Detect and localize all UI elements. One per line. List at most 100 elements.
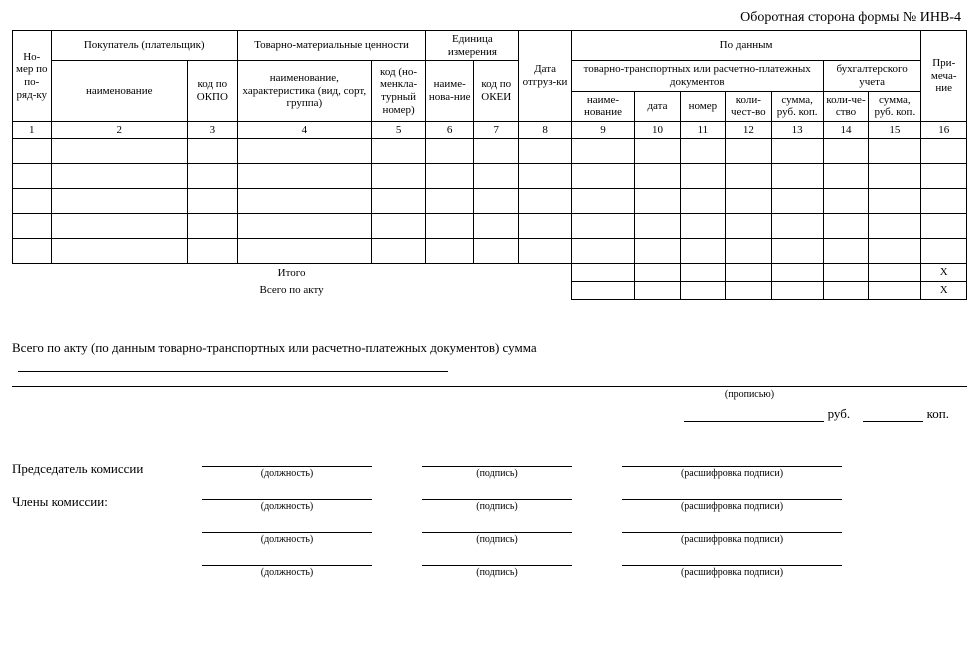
data-cell[interactable]: [187, 164, 237, 189]
data-cell[interactable]: [680, 139, 725, 164]
data-cell[interactable]: [237, 139, 371, 164]
data-cell[interactable]: [635, 189, 680, 214]
data-cell[interactable]: [726, 214, 771, 239]
data-cell[interactable]: [771, 164, 823, 189]
sig-line[interactable]: [622, 516, 842, 533]
data-cell[interactable]: [51, 139, 187, 164]
data-cell[interactable]: [371, 189, 426, 214]
data-cell[interactable]: [571, 139, 635, 164]
itogo-cell[interactable]: [771, 264, 823, 282]
data-cell[interactable]: [869, 164, 921, 189]
itogo-cell[interactable]: [823, 264, 868, 282]
sig-line[interactable]: [422, 516, 572, 533]
data-cell[interactable]: [726, 164, 771, 189]
data-cell[interactable]: [823, 214, 868, 239]
data-cell[interactable]: [726, 239, 771, 264]
data-cell[interactable]: [474, 164, 519, 189]
sig-line[interactable]: [622, 549, 842, 566]
rub-underline[interactable]: [684, 407, 824, 422]
data-cell[interactable]: [869, 189, 921, 214]
data-cell[interactable]: [426, 189, 474, 214]
sig-line[interactable]: [202, 483, 372, 500]
data-cell[interactable]: [187, 214, 237, 239]
data-cell[interactable]: [921, 139, 967, 164]
data-cell[interactable]: [474, 189, 519, 214]
data-cell[interactable]: [519, 239, 571, 264]
data-cell[interactable]: [680, 189, 725, 214]
data-cell[interactable]: [680, 164, 725, 189]
data-cell[interactable]: [426, 214, 474, 239]
data-cell[interactable]: [771, 239, 823, 264]
data-cell[interactable]: [680, 214, 725, 239]
data-cell[interactable]: [921, 164, 967, 189]
sig-line[interactable]: [202, 516, 372, 533]
data-cell[interactable]: [921, 189, 967, 214]
vsego-cell[interactable]: [680, 282, 725, 300]
data-cell[interactable]: [13, 239, 52, 264]
data-cell[interactable]: [869, 139, 921, 164]
sig-line[interactable]: [422, 483, 572, 500]
data-cell[interactable]: [823, 239, 868, 264]
data-cell[interactable]: [726, 139, 771, 164]
data-cell[interactable]: [823, 164, 868, 189]
data-cell[interactable]: [371, 214, 426, 239]
data-cell[interactable]: [13, 189, 52, 214]
sig-line[interactable]: [202, 450, 372, 467]
data-cell[interactable]: [426, 164, 474, 189]
summary-underline-2[interactable]: [12, 372, 967, 387]
data-cell[interactable]: [474, 214, 519, 239]
itogo-cell[interactable]: [680, 264, 725, 282]
data-cell[interactable]: [869, 239, 921, 264]
data-cell[interactable]: [571, 239, 635, 264]
data-cell[interactable]: [571, 164, 635, 189]
data-cell[interactable]: [13, 139, 52, 164]
data-cell[interactable]: [519, 164, 571, 189]
data-cell[interactable]: [13, 214, 52, 239]
data-cell[interactable]: [921, 239, 967, 264]
data-cell[interactable]: [237, 189, 371, 214]
data-cell[interactable]: [187, 139, 237, 164]
vsego-cell[interactable]: [823, 282, 868, 300]
vsego-cell[interactable]: [571, 282, 635, 300]
data-cell[interactable]: [51, 164, 187, 189]
vsego-cell[interactable]: [771, 282, 823, 300]
data-cell[interactable]: [371, 139, 426, 164]
data-cell[interactable]: [13, 164, 52, 189]
data-cell[interactable]: [237, 164, 371, 189]
sig-line[interactable]: [202, 549, 372, 566]
itogo-cell[interactable]: [635, 264, 680, 282]
data-cell[interactable]: [187, 239, 237, 264]
itogo-cell[interactable]: [571, 264, 635, 282]
summary-underline-1[interactable]: [18, 357, 448, 372]
data-cell[interactable]: [771, 139, 823, 164]
data-cell[interactable]: [237, 214, 371, 239]
vsego-cell[interactable]: [869, 282, 921, 300]
data-cell[interactable]: [823, 189, 868, 214]
data-cell[interactable]: [519, 189, 571, 214]
data-cell[interactable]: [635, 139, 680, 164]
data-cell[interactable]: [680, 239, 725, 264]
vsego-cell[interactable]: [726, 282, 771, 300]
data-cell[interactable]: [51, 214, 187, 239]
sig-line[interactable]: [622, 450, 842, 467]
kop-underline[interactable]: [863, 407, 923, 422]
data-cell[interactable]: [519, 139, 571, 164]
data-cell[interactable]: [635, 239, 680, 264]
sig-line[interactable]: [422, 549, 572, 566]
data-cell[interactable]: [474, 139, 519, 164]
sig-line[interactable]: [422, 450, 572, 467]
data-cell[interactable]: [474, 239, 519, 264]
data-cell[interactable]: [635, 164, 680, 189]
data-cell[interactable]: [371, 239, 426, 264]
data-cell[interactable]: [237, 239, 371, 264]
data-cell[interactable]: [635, 214, 680, 239]
data-cell[interactable]: [771, 189, 823, 214]
data-cell[interactable]: [371, 164, 426, 189]
vsego-cell[interactable]: [635, 282, 680, 300]
data-cell[interactable]: [571, 189, 635, 214]
sig-line[interactable]: [622, 483, 842, 500]
data-cell[interactable]: [51, 189, 187, 214]
data-cell[interactable]: [726, 189, 771, 214]
data-cell[interactable]: [921, 214, 967, 239]
data-cell[interactable]: [869, 214, 921, 239]
